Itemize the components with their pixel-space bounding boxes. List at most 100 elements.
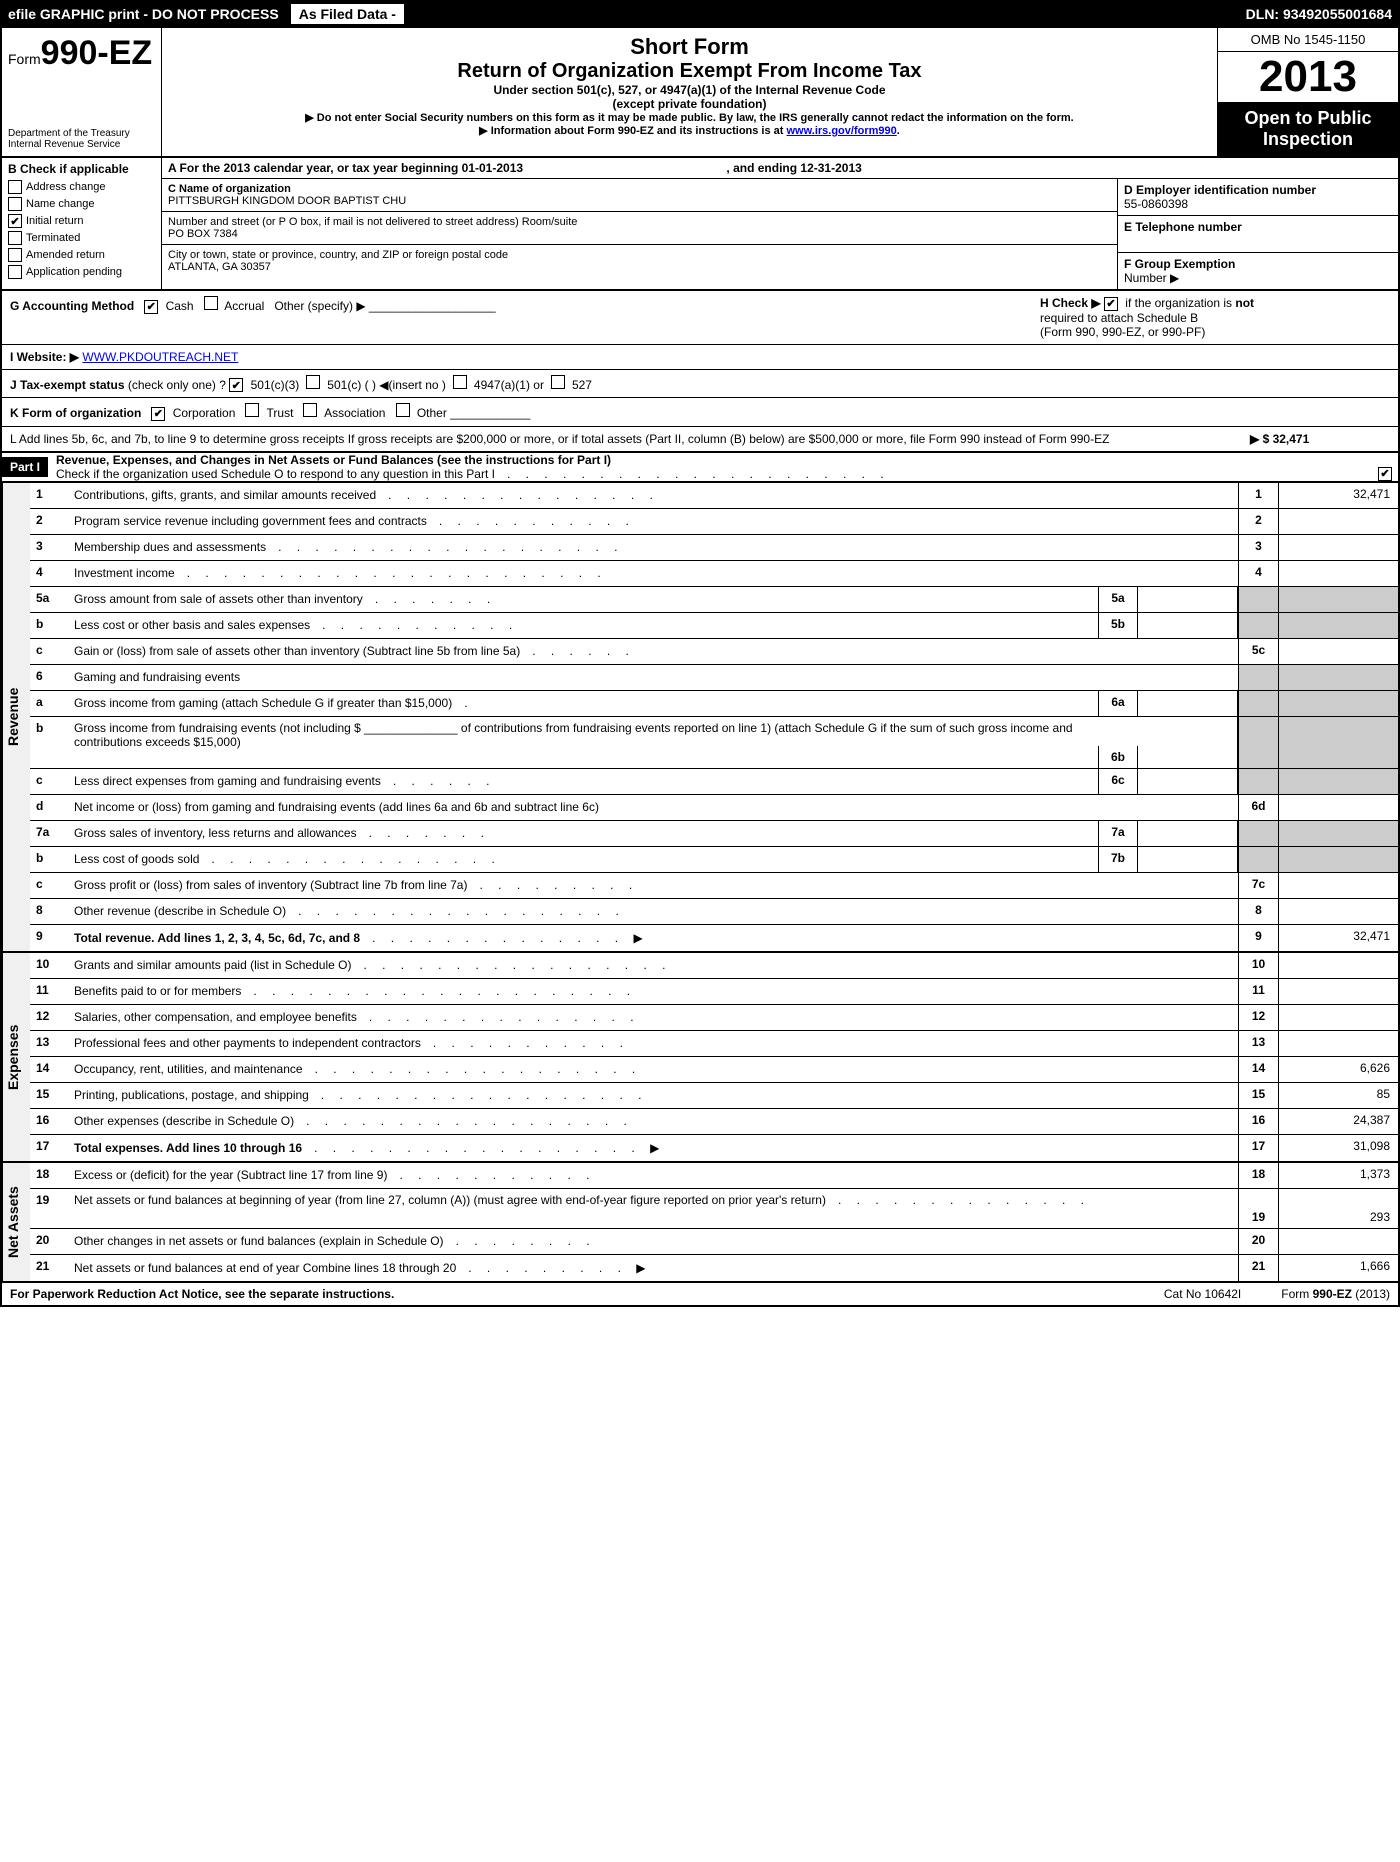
- l5c-desc: Gain or (loss) from sale of assets other…: [68, 639, 1238, 664]
- revenue-side-label: Revenue: [2, 483, 30, 951]
- chk-name-label: Name change: [26, 198, 95, 210]
- l5c-num: c: [30, 639, 68, 664]
- l13-val: [1278, 1031, 1398, 1056]
- l11-num: 11: [30, 979, 68, 1004]
- l-text: L Add lines 5b, 6c, and 7b, to line 9 to…: [10, 432, 1250, 446]
- l6b-sv: [1138, 717, 1238, 768]
- d-ein: 55-0860398: [1124, 197, 1392, 211]
- l13-desc: Professional fees and other payments to …: [68, 1031, 1238, 1056]
- irs-link[interactable]: www.irs.gov/form990: [787, 125, 897, 137]
- chk-term[interactable]: [8, 231, 22, 245]
- g-label: G Accounting Method: [10, 299, 134, 313]
- line-6c: c Less direct expenses from gaming and f…: [30, 769, 1398, 795]
- chk-4947[interactable]: [453, 375, 467, 389]
- l11-val: [1278, 979, 1398, 1004]
- check-app: Application pending: [8, 265, 155, 279]
- l20-desc: Other changes in net assets or fund bala…: [68, 1229, 1238, 1254]
- l6c-grey1: [1238, 769, 1278, 794]
- expenses-table: Expenses 10 Grants and similar amounts p…: [0, 953, 1400, 1163]
- chk-addr[interactable]: [8, 180, 22, 194]
- l6-desc: Gaming and fundraising events: [68, 665, 1238, 690]
- chk-501c3[interactable]: [229, 378, 243, 392]
- year-cell: OMB No 1545-1150 2013 Open to Public Ins…: [1218, 28, 1398, 156]
- line-7a: 7a Gross sales of inventory, less return…: [30, 821, 1398, 847]
- line-17: 17 Total expenses. Add lines 10 through …: [30, 1135, 1398, 1161]
- l-gross-row: L Add lines 5b, 6c, and 7b, to line 9 to…: [2, 427, 1398, 453]
- chk-other[interactable]: [396, 403, 410, 417]
- chk-501c[interactable]: [306, 375, 320, 389]
- l6a-num: a: [30, 691, 68, 716]
- k-other: Other: [417, 406, 447, 420]
- l6b-desc: Gross income from fundraising events (no…: [68, 717, 1098, 768]
- l10-num: 10: [30, 953, 68, 978]
- chk-addr-label: Address change: [26, 181, 106, 193]
- org-name-addr: C Name of organization PITTSBURGH KINGDO…: [162, 179, 1118, 289]
- l5a-grey2: [1278, 587, 1398, 612]
- chk-trust[interactable]: [245, 403, 259, 417]
- l6b-sb: 6b: [1098, 746, 1138, 768]
- open-line2: Inspection: [1224, 129, 1392, 150]
- line-8: 8 Other revenue (describe in Schedule O)…: [30, 899, 1398, 925]
- l6b-num: b: [30, 717, 68, 768]
- website-link[interactable]: WWW.PKDOUTREACH.NET: [82, 350, 238, 364]
- l10-desc: Grants and similar amounts paid (list in…: [68, 953, 1238, 978]
- info-pre: ▶ Information about Form 990-EZ and its …: [479, 125, 786, 137]
- chk-part1-scho[interactable]: [1378, 467, 1392, 481]
- l9-box: 9: [1238, 925, 1278, 951]
- city-block: City or town, state or province, country…: [162, 245, 1117, 277]
- b-letter: B: [8, 162, 17, 176]
- d-label: D Employer identification number: [1124, 183, 1392, 197]
- line-5a: 5a Gross amount from sale of assets othe…: [30, 587, 1398, 613]
- line-a-text: A For the 2013 calendar year, or tax yea…: [168, 161, 523, 175]
- l5c-box: 5c: [1238, 639, 1278, 664]
- l6a-desc: Gross income from gaming (attach Schedul…: [68, 691, 1098, 716]
- chk-initial[interactable]: [8, 214, 22, 228]
- return-title: Return of Organization Exempt From Incom…: [174, 60, 1205, 83]
- chk-cash[interactable]: [144, 300, 158, 314]
- netassets-side-label: Net Assets: [2, 1163, 30, 1281]
- footer-form-suf: (2013): [1352, 1287, 1390, 1301]
- chk-corp[interactable]: [151, 407, 165, 421]
- l15-num: 15: [30, 1083, 68, 1108]
- f-group-block: F Group Exemption Number ▶: [1118, 253, 1398, 289]
- form-990ez: 990-EZ: [41, 34, 153, 72]
- l6a-sb: 6a: [1098, 691, 1138, 716]
- chk-527[interactable]: [551, 375, 565, 389]
- part1-sub-row: Check if the organization used Schedule …: [56, 467, 1398, 481]
- line-16: 16 Other expenses (describe in Schedule …: [30, 1109, 1398, 1135]
- check-term: Terminated: [8, 231, 155, 245]
- line-1: 1 Contributions, gifts, grants, and simi…: [30, 483, 1398, 509]
- l4-box: 4: [1238, 561, 1278, 586]
- j-text: (check only one) ?: [128, 378, 226, 392]
- l6d-box: 6d: [1238, 795, 1278, 820]
- chk-app[interactable]: [8, 265, 22, 279]
- street-block: Number and street (or P O box, if mail i…: [162, 212, 1117, 245]
- l14-box: 14: [1238, 1057, 1278, 1082]
- chk-h[interactable]: [1104, 297, 1118, 311]
- chk-amend[interactable]: [8, 248, 22, 262]
- check-name: Name change: [8, 197, 155, 211]
- l10-box: 10: [1238, 953, 1278, 978]
- chk-accrual[interactable]: [204, 296, 218, 310]
- efile-label: efile GRAPHIC print - DO NOT PROCESS: [8, 6, 279, 22]
- l18-box: 18: [1238, 1163, 1278, 1188]
- c-name-block: C Name of organization PITTSBURGH KINGDO…: [162, 179, 1117, 212]
- l14-val: 6,626: [1278, 1057, 1398, 1082]
- chk-assoc[interactable]: [303, 403, 317, 417]
- asfiled-label: As Filed Data -: [291, 4, 404, 24]
- l6b-grey1: [1238, 717, 1278, 768]
- l7b-sb: 7b: [1098, 847, 1138, 872]
- line-19: 19 Net assets or fund balances at beginn…: [30, 1189, 1398, 1229]
- line-6b: b Gross income from fundraising events (…: [30, 717, 1398, 769]
- line-a-end: , and ending 12-31-2013: [726, 161, 861, 175]
- l8-num: 8: [30, 899, 68, 924]
- l6c-desc: Less direct expenses from gaming and fun…: [68, 769, 1098, 794]
- l7c-desc: Gross profit or (loss) from sales of inv…: [68, 873, 1238, 898]
- l6c-sb: 6c: [1098, 769, 1138, 794]
- l18-val: 1,373: [1278, 1163, 1398, 1188]
- j-501c3: 501(c)(3): [251, 378, 300, 392]
- e-phone-block: E Telephone number: [1118, 216, 1398, 253]
- chk-name[interactable]: [8, 197, 22, 211]
- l5b-grey1: [1238, 613, 1278, 638]
- l5b-desc: Less cost or other basis and sales expen…: [68, 613, 1098, 638]
